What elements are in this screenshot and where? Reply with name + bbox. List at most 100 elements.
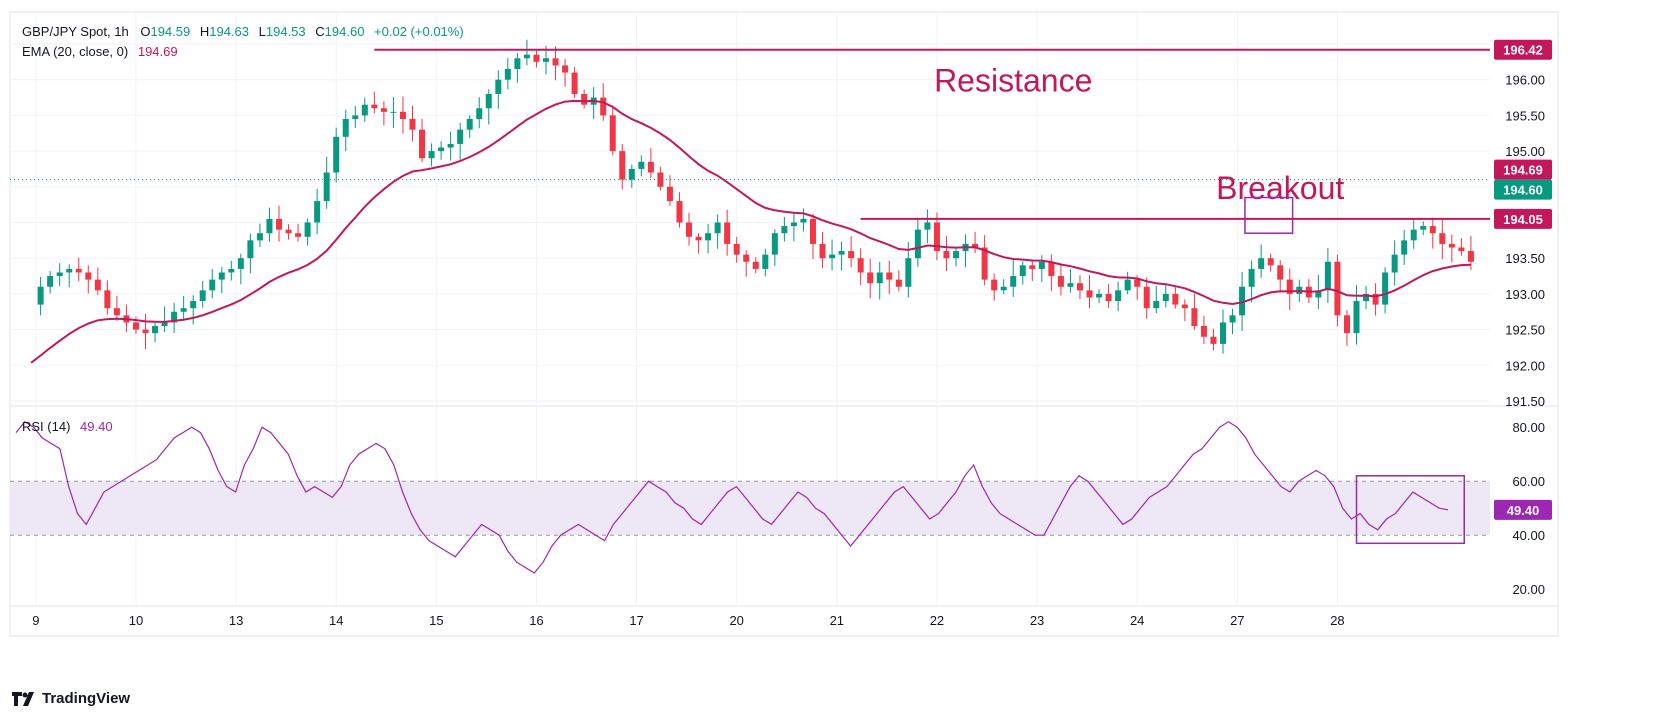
candle-body xyxy=(933,222,940,252)
candle-body xyxy=(1391,254,1398,273)
candle-body xyxy=(371,104,378,109)
candle-body xyxy=(1448,243,1455,248)
candle-body xyxy=(504,68,511,80)
candle-body xyxy=(876,272,883,284)
candle-body xyxy=(1067,283,1074,287)
symbol-name: GBP/JPY Spot, 1h xyxy=(22,24,129,39)
x-tick-label: 17 xyxy=(629,613,643,628)
tradingview-logo[interactable]: TradingView xyxy=(12,690,130,707)
candle-body xyxy=(428,151,435,159)
candle-body xyxy=(895,279,902,287)
close-label: C xyxy=(315,24,325,39)
candle-body xyxy=(991,279,998,291)
candle-body xyxy=(953,251,960,259)
candle-body xyxy=(800,218,807,223)
candle-body xyxy=(1353,301,1360,334)
candle-body xyxy=(571,72,578,94)
breakout-level-price-tag xyxy=(1494,208,1552,229)
candle-body xyxy=(1343,315,1350,334)
breakout-level-price-label: 194.05 xyxy=(1503,212,1543,227)
ema-price-tag xyxy=(1494,159,1552,180)
breakout-box xyxy=(1244,196,1294,234)
candle-body xyxy=(314,201,321,223)
candle-body xyxy=(914,229,921,259)
candle-body xyxy=(104,290,111,309)
price-tick-label: 193.50 xyxy=(1505,251,1545,266)
candle-body xyxy=(1134,279,1141,287)
candle-body xyxy=(1172,293,1179,305)
candle-body xyxy=(657,172,664,187)
candle-body xyxy=(542,58,549,62)
candle-body xyxy=(819,243,826,259)
candle-body xyxy=(1096,293,1103,298)
ema-line xyxy=(30,99,1471,364)
candle-body xyxy=(609,115,616,152)
candle-body xyxy=(333,136,340,173)
rsi-legend: RSI (14) 49.40 xyxy=(22,419,113,434)
candle-body xyxy=(1372,293,1379,305)
candle-body xyxy=(676,201,683,223)
candle-body xyxy=(1124,279,1131,291)
candle-body xyxy=(523,54,530,59)
candle-body xyxy=(142,329,149,334)
candle-body xyxy=(628,168,635,180)
x-tick-label: 24 xyxy=(1130,613,1144,628)
ema-value: 194.69 xyxy=(137,44,178,59)
candle-body xyxy=(1315,290,1322,298)
x-tick-label: 21 xyxy=(830,613,844,628)
candle-body xyxy=(867,272,874,284)
candle-body xyxy=(132,322,139,330)
high-value: 194.63 xyxy=(209,24,250,39)
candle-body xyxy=(905,258,912,287)
candle-body xyxy=(1057,276,1064,287)
candle-body xyxy=(848,251,855,259)
candle-body xyxy=(1420,226,1427,230)
x-tick-label: 22 xyxy=(930,613,944,628)
candle-body xyxy=(85,272,92,280)
candle-body xyxy=(1000,286,1007,291)
candle-body xyxy=(1153,301,1160,309)
candle-body xyxy=(266,218,273,234)
candle-body xyxy=(1248,268,1255,287)
candle-body xyxy=(1363,293,1370,302)
ema-label: EMA (20, close, 0) xyxy=(22,44,129,59)
candle-body xyxy=(180,308,187,312)
candle-body xyxy=(771,233,778,255)
candle-body xyxy=(190,301,197,309)
rsi-highlight-box xyxy=(1355,475,1466,545)
x-tick-label: 9 xyxy=(32,613,39,628)
candle-body xyxy=(752,261,759,269)
candle-body xyxy=(438,147,445,152)
rsi-label: RSI (14) xyxy=(22,419,71,434)
candle-body xyxy=(1191,308,1198,327)
candle-body xyxy=(1286,279,1293,294)
candle-body xyxy=(1410,229,1417,241)
candle-body xyxy=(75,268,82,273)
candle-body xyxy=(56,272,63,277)
rsi-value-tag xyxy=(1494,499,1552,520)
candle-body xyxy=(152,326,159,334)
resistance-price-tag xyxy=(1494,39,1552,60)
candle-body xyxy=(762,254,769,269)
candle-body xyxy=(552,58,559,66)
candle-body xyxy=(1200,326,1207,337)
candle-body xyxy=(533,54,540,62)
candle-body xyxy=(686,222,693,237)
candle-body xyxy=(1115,290,1122,302)
chart-frame xyxy=(9,11,1559,637)
candle-body xyxy=(781,226,788,234)
candle-body xyxy=(380,108,387,112)
candle-body xyxy=(514,58,521,69)
rsi-tick-label: 40.00 xyxy=(1512,528,1545,543)
candle-body xyxy=(1181,304,1188,309)
candle-body xyxy=(399,111,406,119)
candle-body xyxy=(409,118,416,130)
price-tick-label: 192.00 xyxy=(1505,358,1545,373)
candle-body xyxy=(113,308,120,316)
rsi-value-label: 49.40 xyxy=(1507,503,1540,518)
tradingview-icon xyxy=(12,691,34,706)
candle-body xyxy=(228,268,235,273)
candle-body xyxy=(733,243,740,255)
